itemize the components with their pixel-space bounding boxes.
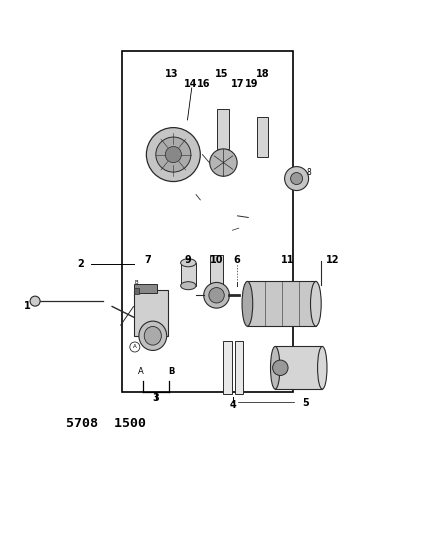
Ellipse shape: [318, 346, 327, 389]
Text: A: A: [133, 344, 137, 350]
Text: 5708  1500: 5708 1500: [66, 417, 146, 430]
Circle shape: [209, 288, 224, 303]
Circle shape: [210, 149, 237, 176]
Text: 16: 16: [196, 79, 210, 89]
Circle shape: [165, 147, 181, 163]
Text: 14: 14: [184, 79, 197, 89]
Ellipse shape: [181, 259, 196, 266]
Ellipse shape: [270, 346, 280, 389]
Circle shape: [285, 167, 309, 190]
Circle shape: [30, 296, 40, 306]
Ellipse shape: [310, 281, 321, 326]
Text: B: B: [135, 280, 138, 285]
Circle shape: [204, 282, 229, 308]
Bar: [181, 263, 196, 286]
Bar: [235, 341, 243, 394]
Circle shape: [146, 127, 200, 182]
Bar: [210, 255, 223, 290]
Bar: [134, 284, 157, 293]
Text: 15: 15: [215, 69, 229, 78]
Text: 18: 18: [256, 69, 270, 78]
Ellipse shape: [242, 281, 253, 326]
Bar: [247, 281, 316, 326]
Text: 4: 4: [230, 400, 237, 410]
Text: A: A: [138, 367, 144, 376]
Text: 19: 19: [244, 79, 258, 89]
Bar: [122, 51, 293, 392]
Text: 12: 12: [326, 255, 340, 265]
Text: 6: 6: [233, 255, 240, 264]
Text: 2: 2: [77, 260, 84, 269]
Bar: [134, 290, 168, 336]
Text: 1: 1: [24, 302, 31, 311]
Bar: [257, 117, 268, 157]
Bar: [217, 109, 229, 149]
Text: 5: 5: [302, 398, 309, 408]
Text: 7: 7: [144, 255, 151, 264]
Bar: [223, 341, 232, 394]
Circle shape: [156, 137, 191, 172]
Text: 3: 3: [153, 393, 160, 403]
Bar: [134, 288, 139, 294]
Text: 10: 10: [210, 255, 223, 264]
Text: 17: 17: [231, 79, 244, 89]
Bar: [275, 346, 322, 389]
Ellipse shape: [181, 281, 196, 290]
Circle shape: [291, 173, 303, 184]
Text: 9: 9: [185, 255, 192, 264]
Ellipse shape: [139, 321, 166, 351]
Text: B: B: [168, 367, 174, 376]
Text: 8: 8: [307, 168, 312, 176]
Ellipse shape: [144, 326, 161, 345]
Text: 13: 13: [165, 69, 179, 78]
Text: 11: 11: [281, 255, 295, 265]
Circle shape: [273, 360, 288, 375]
